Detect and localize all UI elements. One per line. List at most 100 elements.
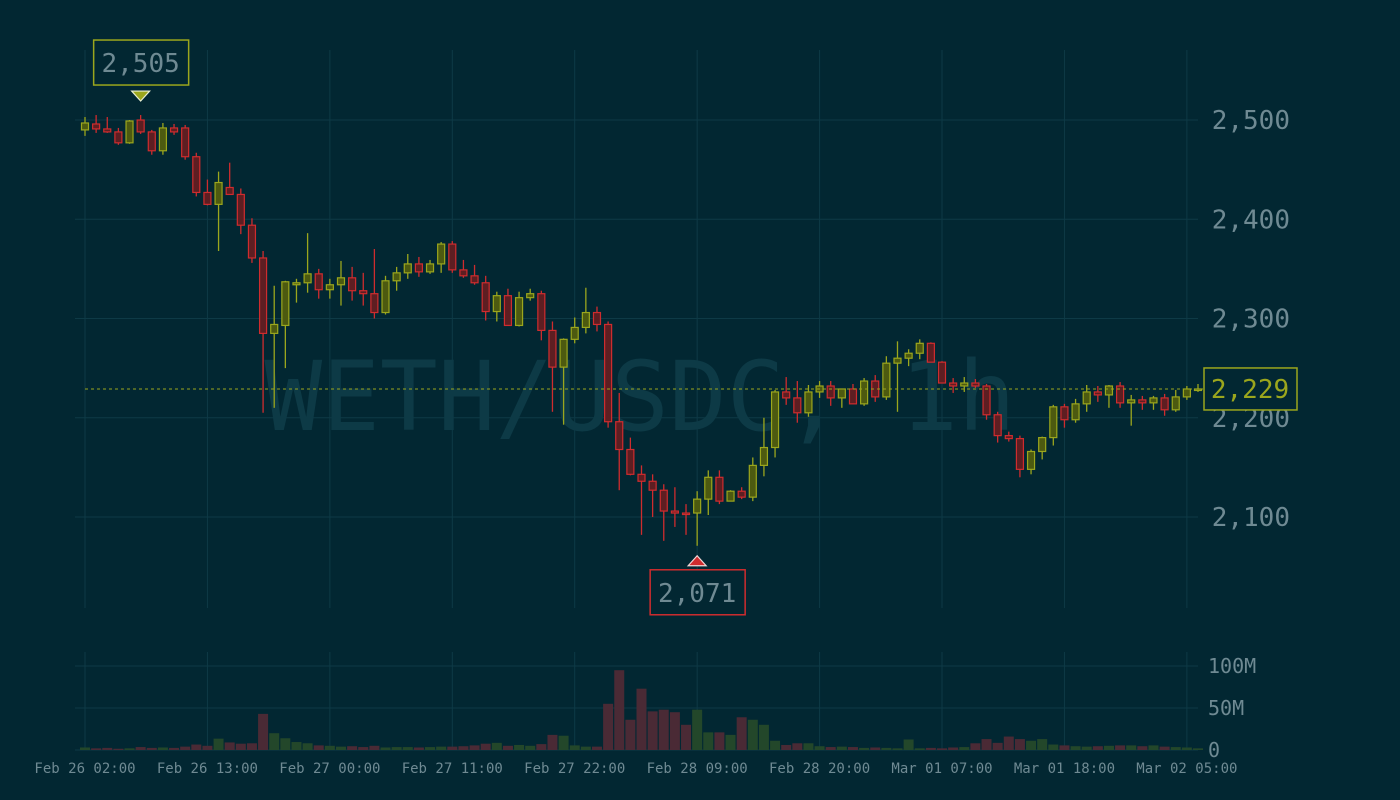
candle-body xyxy=(726,490,735,502)
volume-bar xyxy=(1026,740,1037,750)
volume-tick-label: 0 xyxy=(1208,738,1220,762)
volume-bar xyxy=(1137,746,1148,750)
candle-body xyxy=(1038,437,1047,453)
candle-body xyxy=(136,119,145,133)
candle-body xyxy=(370,293,379,314)
volume-bar xyxy=(703,732,714,750)
volume-bar xyxy=(280,738,291,750)
time-tick-label: Feb 28 20:00 xyxy=(769,761,870,777)
volume-bar xyxy=(847,747,858,750)
candle-body xyxy=(826,385,835,399)
chart-watermark: WETH/USDC, 1h xyxy=(264,341,1015,453)
volume-bar xyxy=(859,747,870,750)
candle-body xyxy=(503,295,513,327)
candle-body xyxy=(848,388,858,405)
candle-body xyxy=(782,391,791,399)
candle-body xyxy=(770,391,780,449)
candle-body xyxy=(1171,396,1180,411)
volume-bars xyxy=(80,670,1203,750)
candle-body xyxy=(258,257,268,334)
candle-body xyxy=(715,476,724,502)
candle-body xyxy=(548,329,557,368)
volume-bar xyxy=(1048,744,1059,750)
time-tick-label: Feb 27 00:00 xyxy=(279,761,380,777)
volume-bar xyxy=(380,747,391,750)
volume-bar xyxy=(580,746,591,750)
volume-bar xyxy=(358,747,369,750)
volume-bar xyxy=(536,744,547,750)
volume-bar xyxy=(102,747,113,750)
candle-body xyxy=(859,380,869,405)
volume-bar xyxy=(625,719,636,750)
volume-bar xyxy=(892,748,903,750)
volume-bar xyxy=(747,719,758,750)
candle-body xyxy=(292,282,301,286)
volume-bar xyxy=(937,748,948,750)
candle-body xyxy=(470,275,479,284)
volume-bar xyxy=(113,748,124,750)
candle-body xyxy=(960,382,969,387)
volume-bar xyxy=(603,703,614,750)
candle-body xyxy=(1138,399,1147,404)
volume-bar xyxy=(992,742,1003,750)
candle-body xyxy=(425,263,435,273)
candle-body xyxy=(403,263,412,274)
time-tick-label: Feb 27 11:00 xyxy=(402,761,503,777)
volume-bar xyxy=(781,744,792,750)
volume-bar xyxy=(714,732,725,750)
candle-body xyxy=(325,284,334,291)
volume-bar xyxy=(1115,745,1126,750)
candle-body xyxy=(348,277,357,292)
volume-bar xyxy=(725,734,736,750)
volume-bar xyxy=(1126,745,1137,750)
volume-bar xyxy=(1148,745,1159,750)
volume-bar xyxy=(870,747,881,750)
volume-bar xyxy=(547,734,558,750)
candle-body xyxy=(1071,403,1080,421)
volume-bar xyxy=(914,748,925,750)
candle-body xyxy=(1149,397,1158,404)
candle-body xyxy=(192,156,201,194)
candle-body xyxy=(1093,391,1102,396)
volume-bar xyxy=(80,747,90,750)
volume-bar xyxy=(1193,748,1203,750)
candle-body xyxy=(537,293,546,332)
volume-bar xyxy=(246,743,257,750)
candle-body xyxy=(492,295,501,313)
candle-body xyxy=(615,421,624,451)
candle-body xyxy=(80,122,90,131)
volume-bar xyxy=(948,747,959,750)
time-tick-label: Mar 01 18:00 xyxy=(1014,761,1115,777)
volume-bar xyxy=(135,747,146,750)
candle-body xyxy=(1015,437,1025,470)
candle-body xyxy=(559,338,568,368)
volume-bar xyxy=(881,747,892,750)
candle-body xyxy=(236,193,245,226)
volume-bar xyxy=(825,747,836,750)
candle-body xyxy=(592,311,602,326)
volume-bar xyxy=(514,744,525,750)
volume-bar xyxy=(736,717,747,750)
candle-body xyxy=(448,243,457,271)
current-price-label: 2,229 xyxy=(1211,375,1289,405)
volume-bar xyxy=(658,709,669,750)
volume-bar xyxy=(436,746,447,750)
volume-bar xyxy=(202,745,213,750)
candle-body xyxy=(759,446,769,466)
candle-body xyxy=(92,123,101,130)
candle-body xyxy=(704,476,713,500)
volume-bar xyxy=(180,746,191,750)
candle-body xyxy=(1182,388,1191,398)
time-tick-label: Feb 26 13:00 xyxy=(157,761,258,777)
volume-bar xyxy=(591,746,602,750)
volume-bar xyxy=(413,747,424,750)
candle-body xyxy=(281,281,290,327)
candle-body xyxy=(247,224,257,259)
volume-bar xyxy=(1059,745,1070,750)
candle-body xyxy=(459,269,468,277)
volume-bar xyxy=(91,748,102,750)
volume-bar xyxy=(447,746,458,750)
price-tick-label: 2,500 xyxy=(1212,106,1290,136)
volume-bar xyxy=(681,724,692,750)
